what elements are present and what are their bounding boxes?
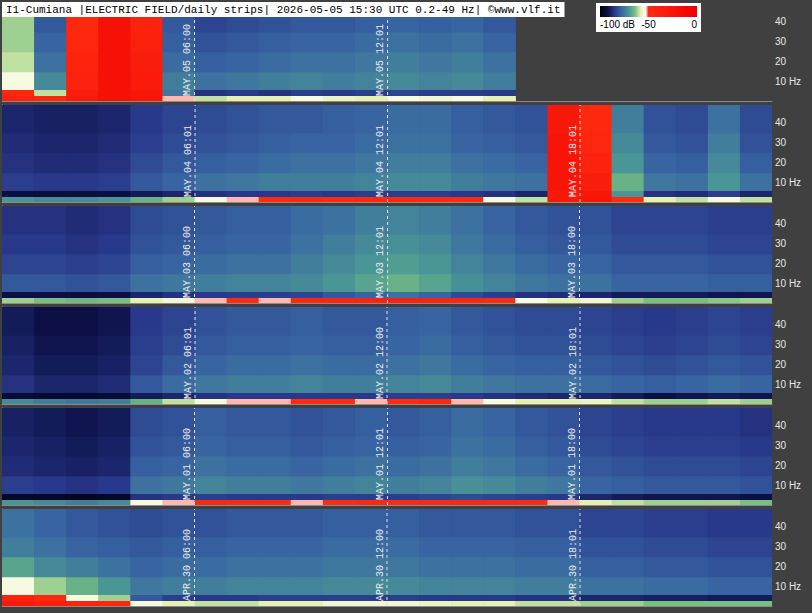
- svg-text:0: 0: [691, 19, 697, 30]
- svg-text:10 Hz: 10 Hz: [775, 480, 801, 491]
- svg-text:MAY.05 12:01: MAY.05 12:01: [375, 24, 386, 96]
- svg-text:30: 30: [775, 238, 787, 249]
- svg-text:40: 40: [775, 420, 787, 431]
- svg-text:30: 30: [775, 541, 787, 552]
- svg-text:APR.30 12:00: APR.30 12:00: [375, 529, 386, 601]
- svg-text:MAY.01 06:00: MAY.01 06:00: [182, 428, 193, 500]
- svg-text:-50: -50: [641, 19, 656, 30]
- svg-text:40: 40: [775, 16, 787, 27]
- svg-text:APR.30 18:01: APR.30 18:01: [568, 529, 579, 601]
- svg-text:10 Hz: 10 Hz: [775, 379, 801, 390]
- svg-text:10 Hz: 10 Hz: [775, 278, 801, 289]
- svg-text:10 Hz: 10 Hz: [775, 177, 801, 188]
- svg-text:MAY.04 18:01: MAY.04 18:01: [568, 125, 579, 197]
- svg-text:I1-Cumiana |ELECTRIC FIELD/dai: I1-Cumiana |ELECTRIC FIELD/daily strips|…: [6, 4, 561, 16]
- svg-text:20: 20: [775, 460, 787, 471]
- svg-text:30: 30: [775, 440, 787, 451]
- svg-text:20: 20: [775, 157, 787, 168]
- svg-text:30: 30: [775, 36, 787, 47]
- svg-text:MAY.03 18:00: MAY.03 18:00: [567, 226, 578, 298]
- svg-text:40: 40: [775, 319, 787, 330]
- svg-text:MAY.03 12:01: MAY.03 12:01: [375, 226, 386, 298]
- svg-text:10 Hz: 10 Hz: [775, 76, 801, 87]
- svg-text:20: 20: [775, 258, 787, 269]
- svg-text:10 Hz: 10 Hz: [775, 581, 801, 592]
- svg-text:MAY.01 12:01: MAY.01 12:01: [375, 428, 386, 500]
- svg-text:30: 30: [775, 339, 787, 350]
- svg-text:30: 30: [775, 137, 787, 148]
- svg-text:MAY.02 12:00: MAY.02 12:00: [375, 327, 386, 399]
- svg-text:20: 20: [775, 561, 787, 572]
- svg-text:40: 40: [775, 117, 787, 128]
- svg-text:MAY.04 06:01: MAY.04 06:01: [183, 125, 194, 197]
- svg-text:APR.30 06:00: APR.30 06:00: [182, 529, 193, 601]
- svg-text:MAY.05 06:00: MAY.05 06:00: [182, 24, 193, 96]
- svg-text:MAY.01 18:00: MAY.01 18:00: [567, 428, 578, 500]
- svg-text:40: 40: [775, 218, 787, 229]
- svg-text:MAY.03 06:00: MAY.03 06:00: [182, 226, 193, 298]
- svg-text:MAY.02 18:01: MAY.02 18:01: [568, 327, 579, 399]
- svg-text:-100 dB: -100 dB: [600, 19, 635, 30]
- svg-text:MAY.04 12:01: MAY.04 12:01: [375, 125, 386, 197]
- svg-text:MAY.02 06:01: MAY.02 06:01: [183, 327, 194, 399]
- svg-text:20: 20: [775, 56, 787, 67]
- svg-text:20: 20: [775, 359, 787, 370]
- svg-text:40: 40: [775, 521, 787, 532]
